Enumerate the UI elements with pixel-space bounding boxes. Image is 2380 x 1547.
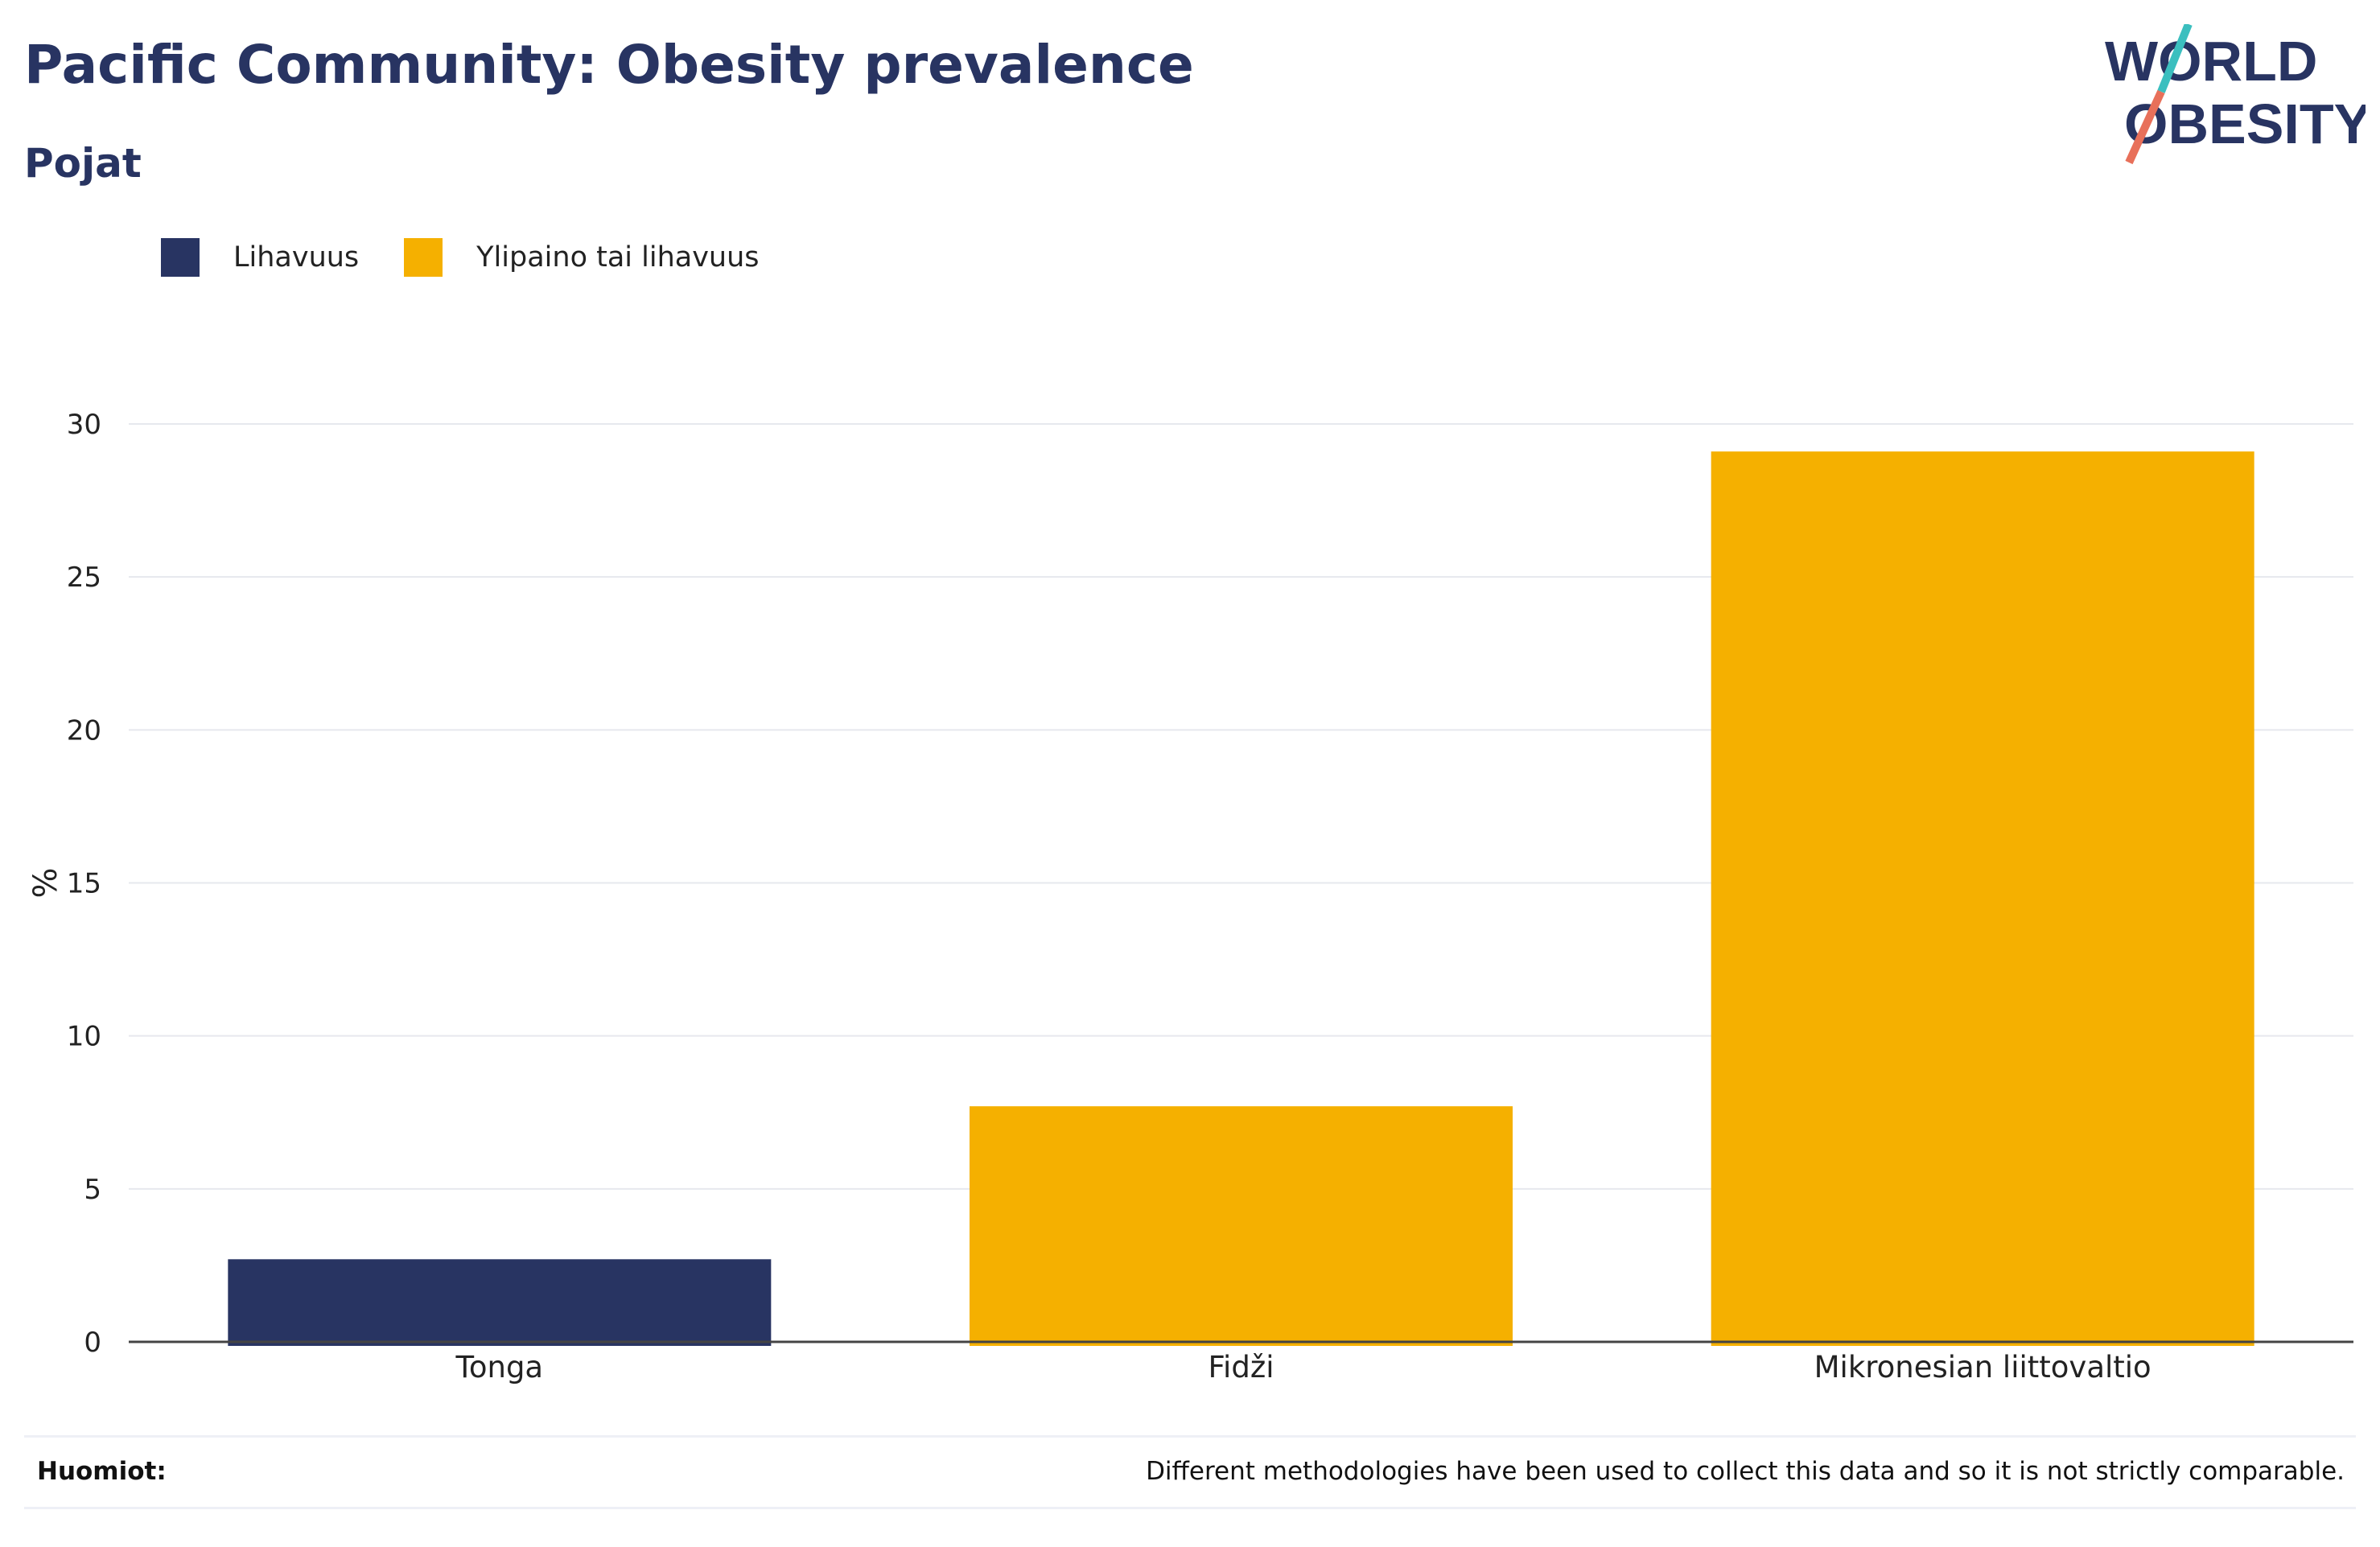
y-tick-label-5: 5 (84, 1174, 101, 1206)
y-tick-label-15: 15 (67, 868, 101, 900)
y-tick-label-10: 10 (67, 1021, 101, 1053)
y-tick-label-25: 25 (67, 562, 101, 594)
x-tick-label-2: Mikronesian liittovaltio (1814, 1350, 2151, 1384)
bar-fid-i (970, 1106, 1513, 1346)
y-axis-label: % (27, 867, 64, 898)
x-tick-label-1: Fidži (1208, 1350, 1274, 1384)
notes-bar: Huomiot: Different methodologies have be… (24, 1435, 2356, 1509)
notes-label: Huomiot: (37, 1457, 167, 1486)
notes-text: Different methodologies have been used t… (1146, 1457, 2345, 1486)
y-tick-label-20: 20 (67, 714, 101, 747)
logo-text-world: WORLD (2105, 30, 2317, 93)
logo-text-obesity: OBESITY (2124, 93, 2366, 155)
chart-subtitle: Pojat (24, 140, 142, 187)
world-obesity-logo: WORLD OBESITY (2105, 24, 2366, 165)
chart-legend: Lihavuus Ylipaino tai lihavuus (161, 238, 805, 277)
logo-slash-top (2157, 24, 2193, 93)
logo-slash-bottom (2125, 89, 2165, 165)
legend-swatch-lihavuus (161, 238, 200, 277)
x-tick-label-0: Tonga (455, 1350, 544, 1384)
bar-tonga (228, 1259, 772, 1346)
legend-item-ylipaino[interactable]: Ylipaino tai lihavuus (404, 238, 760, 277)
legend-swatch-ylipaino (404, 238, 443, 277)
bar-mikronesian-liittovaltio (1711, 451, 2254, 1346)
legend-label-ylipaino: Ylipaino tai lihavuus (476, 241, 760, 274)
y-tick-label-0: 0 (84, 1327, 101, 1359)
bar-chart: 0 5 10 15 20 25 30% Tonga Fidži Mikronesian liitt… (27, 409, 2353, 1384)
y-tick-label-30: 30 (67, 409, 101, 441)
chart-title: Pacific Community: Obesity prevalence (24, 34, 1194, 96)
legend-label-lihavuus: Lihavuus (233, 241, 360, 274)
legend-item-lihavuus[interactable]: Lihavuus (161, 238, 359, 277)
